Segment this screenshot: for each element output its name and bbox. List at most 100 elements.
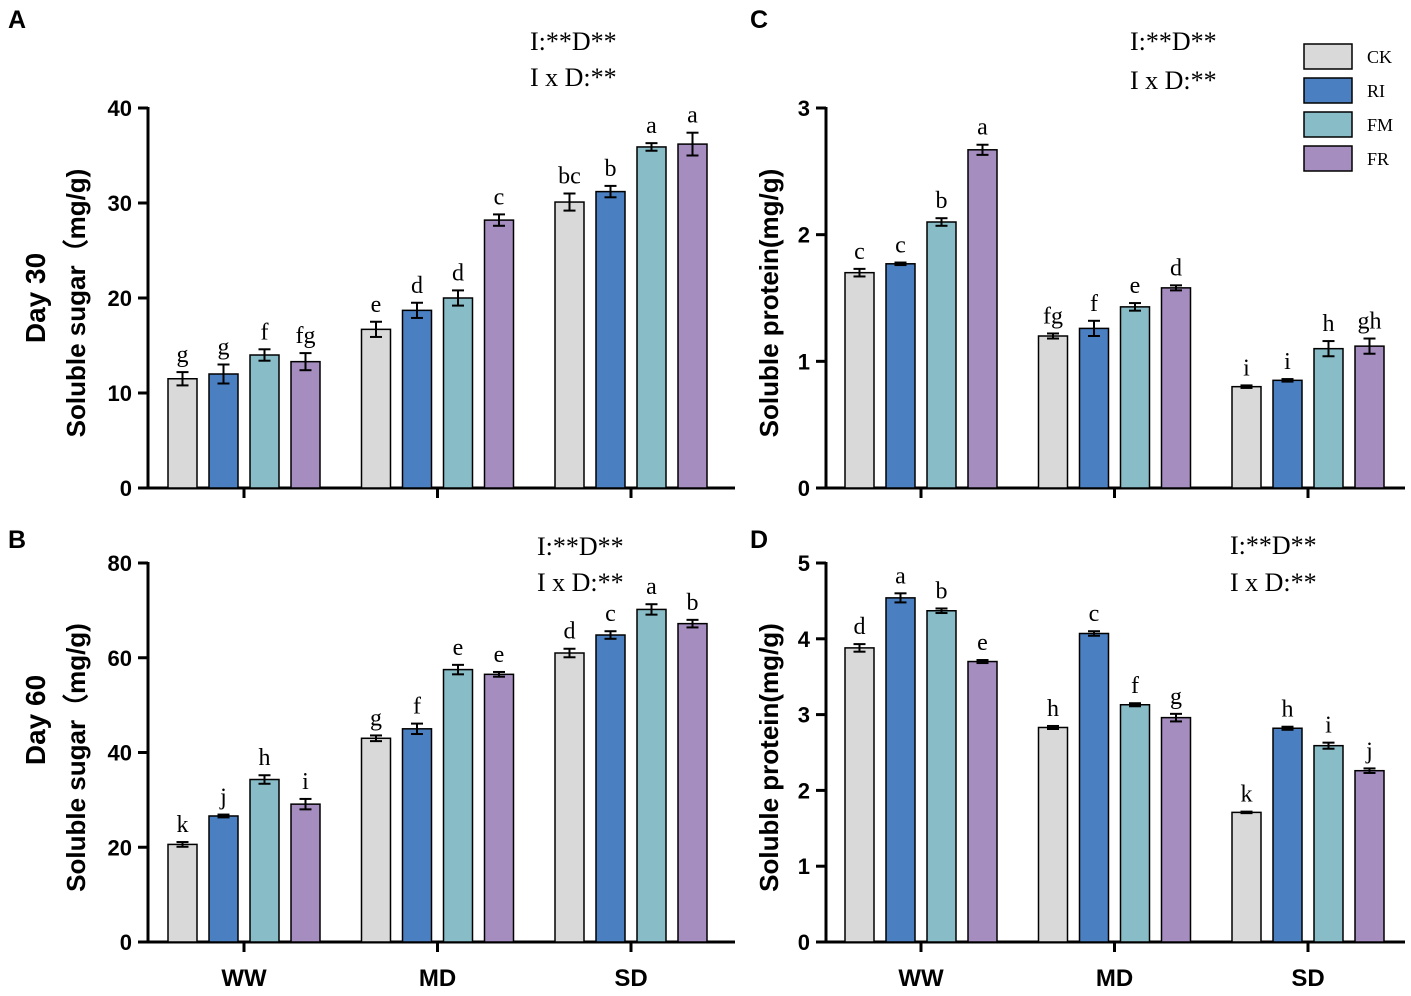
- significance-letter-b: j: [219, 785, 227, 811]
- y-tick-label-a: 0: [120, 476, 132, 501]
- significance-annotation-d: I x D:**: [1230, 568, 1317, 597]
- bar-c-fr-md: [1160, 287, 1192, 489]
- significance-letter-c: gh: [1358, 309, 1382, 335]
- bar-d-fr-sd: [1354, 769, 1385, 943]
- bar-d-ri-md: [1078, 632, 1110, 943]
- bar-d-fm-md: [1119, 703, 1151, 943]
- y-tick-label-d: 1: [798, 854, 810, 879]
- row-label-day-60: Day 60: [20, 675, 51, 765]
- legend-label-fr: FR: [1367, 149, 1389, 169]
- bar-b-ri-sd: [595, 634, 626, 943]
- significance-annotation-b: I:**D**: [537, 532, 624, 561]
- bar-d-fr-ww: [967, 660, 998, 943]
- legend-swatch-ri: [1303, 77, 1353, 104]
- significance-annotation-b: I x D:**: [537, 568, 624, 597]
- bar-b-fr-ww: [290, 803, 321, 943]
- y-tick-label-b: 0: [120, 930, 132, 955]
- bar-c-ck-ww: [844, 271, 875, 489]
- significance-letter-c: i: [1243, 355, 1250, 381]
- bar-a-fr-ww: [290, 360, 321, 489]
- y-tick-label-d: 3: [798, 703, 810, 728]
- y-tick-label-b: 60: [108, 646, 132, 671]
- significance-letter-b: h: [259, 745, 271, 771]
- bar-b-fr-sd: [677, 622, 708, 943]
- significance-letter-c: e: [1130, 273, 1141, 299]
- panel-c: C Soluble protein(mg/g) 0 1 2 3 I:**D** I x D:*…: [750, 6, 1405, 501]
- significance-letter-b: i: [302, 769, 309, 795]
- significance-letter-d: f: [1131, 673, 1139, 699]
- significance-letter-d: d: [854, 614, 866, 640]
- x-category-label-d: MD: [1096, 965, 1133, 992]
- significance-letter-b: c: [605, 601, 616, 627]
- legend-swatch-fr: [1303, 145, 1353, 172]
- significance-letter-c: c: [854, 239, 865, 265]
- x-category-label-d: WW: [898, 965, 944, 992]
- significance-letter-a: d: [411, 273, 423, 299]
- bar-d-ck-ww: [844, 647, 875, 943]
- bar-c-fr-sd: [1354, 345, 1385, 489]
- legend-swatch-fm: [1303, 111, 1353, 138]
- significance-annotation-c: I x D:**: [1130, 66, 1217, 95]
- significance-letter-a: f: [261, 319, 269, 345]
- legend-label-ri: RI: [1367, 81, 1385, 101]
- significance-letter-a: g: [218, 335, 230, 361]
- y-tick-label-c: 1: [798, 349, 810, 374]
- y-tick-label-a: 10: [108, 381, 132, 406]
- significance-letter-c: a: [977, 115, 988, 141]
- bar-c-fm-ww: [926, 221, 957, 489]
- bar-d-ri-ww: [885, 597, 916, 943]
- y-axis-label-d: Soluble protein(mg/g): [754, 623, 784, 892]
- significance-letter-a: c: [494, 184, 505, 210]
- significance-letter-c: f: [1090, 291, 1098, 317]
- legend-swatch-ck: [1303, 43, 1353, 70]
- panel-letter-a: A: [8, 6, 26, 34]
- bar-d-fm-ww: [926, 610, 957, 943]
- y-tick-label-c: 3: [798, 96, 810, 121]
- y-tick-label-c: 2: [798, 223, 810, 248]
- y-tick-label-a: 20: [108, 286, 132, 311]
- bar-a-fm-md: [442, 297, 474, 489]
- significance-letter-d: k: [1241, 782, 1253, 808]
- y-axis-label-b: Soluble sugar（mg/g): [61, 623, 91, 892]
- bar-b-fm-ww: [249, 778, 280, 943]
- bar-a-ck-ww: [167, 378, 198, 489]
- bar-b-ck-ww: [167, 843, 198, 943]
- significance-letter-a: bc: [558, 164, 581, 190]
- significance-letter-b: e: [453, 635, 464, 661]
- significance-annotation-a: I:**D**: [530, 27, 617, 56]
- bar-a-fm-sd: [636, 146, 667, 489]
- y-tick-label-d: 0: [798, 930, 810, 955]
- bar-c-ck-sd: [1231, 385, 1262, 489]
- bar-a-ck-sd: [554, 201, 585, 489]
- y-tick-label-a: 40: [108, 96, 132, 121]
- y-tick-label-a: 30: [108, 191, 132, 216]
- significance-letter-c: i: [1284, 349, 1291, 375]
- significance-letter-b: g: [370, 705, 382, 731]
- bar-a-ri-sd: [595, 190, 626, 489]
- significance-annotation-c: I:**D**: [1130, 27, 1217, 56]
- bar-b-fr-md: [483, 673, 515, 943]
- x-category-label-b: MD: [419, 965, 456, 992]
- legend-label-ck: CK: [1367, 47, 1392, 67]
- bar-c-ri-sd: [1272, 379, 1303, 489]
- y-axis-label-c: Soluble protein(mg/g): [754, 169, 784, 438]
- significance-letter-d: e: [977, 630, 988, 656]
- x-category-label-d: SD: [1291, 965, 1324, 992]
- y-tick-label-d: 2: [798, 778, 810, 803]
- x-category-label-b: SD: [614, 965, 647, 992]
- significance-letter-d: c: [1089, 601, 1100, 627]
- bar-b-ck-md: [360, 737, 392, 943]
- significance-letter-c: h: [1323, 311, 1335, 337]
- significance-letter-d: h: [1047, 696, 1059, 722]
- bar-c-ri-md: [1078, 327, 1110, 489]
- bar-d-fm-sd: [1313, 744, 1344, 943]
- significance-letter-b: e: [494, 642, 505, 668]
- bar-c-fr-ww: [967, 149, 998, 489]
- bar-d-ri-sd: [1272, 727, 1303, 943]
- bar-b-fm-sd: [636, 608, 667, 943]
- significance-letter-d: g: [1170, 684, 1182, 710]
- significance-annotation-d: I:**D**: [1230, 531, 1317, 560]
- significance-letter-d: i: [1325, 713, 1332, 739]
- significance-letter-b: k: [177, 812, 189, 838]
- bar-b-ck-sd: [554, 652, 585, 943]
